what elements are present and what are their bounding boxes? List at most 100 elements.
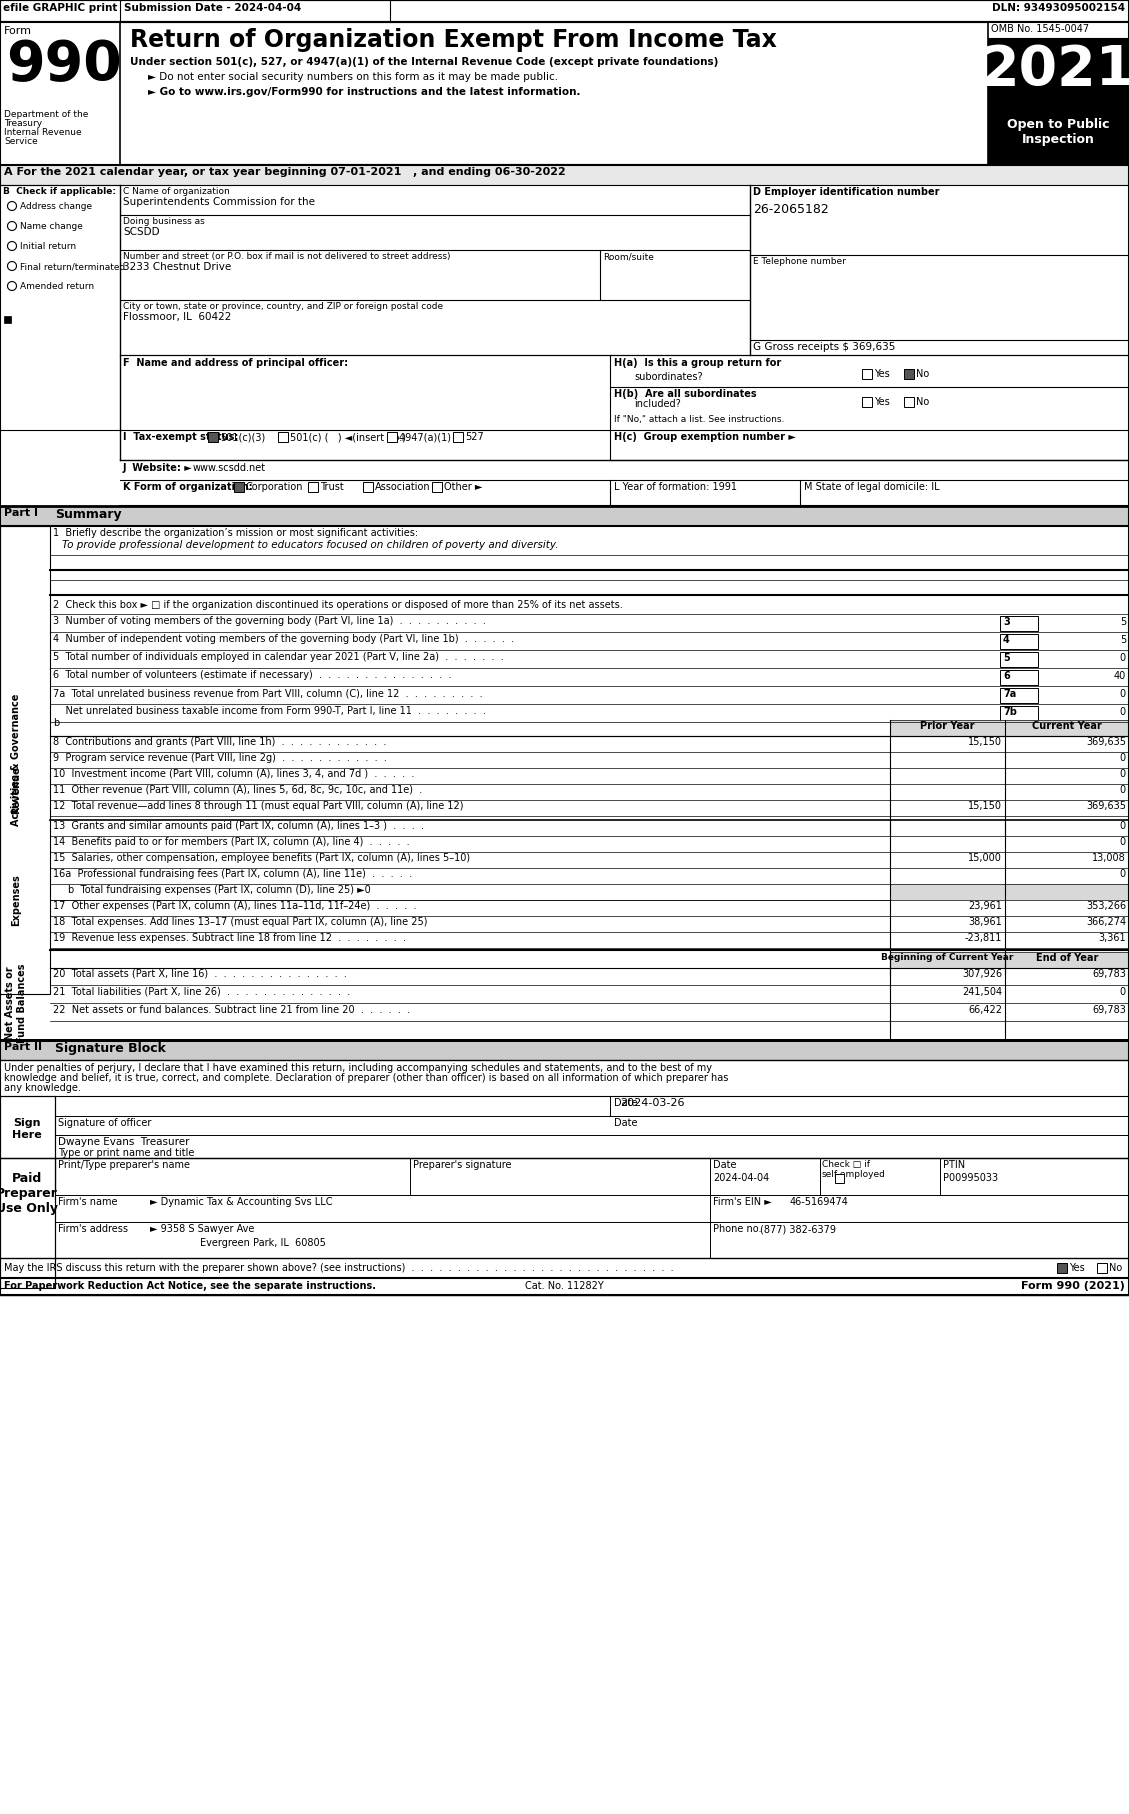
Bar	[0, 22, 120, 165]
Bar	[890, 720, 1005, 736]
Text: Final return/terminated: Final return/terminated	[20, 261, 125, 270]
Bar	[988, 112, 1129, 165]
Text: No: No	[916, 397, 929, 406]
Text: L Year of formation: 1991: L Year of formation: 1991	[614, 483, 737, 492]
Bar	[453, 432, 463, 443]
Text: Yes: Yes	[874, 368, 890, 379]
Text: Print/Type preparer's name: Print/Type preparer's name	[58, 1159, 190, 1170]
Text: If "No," attach a list. See instructions.: If "No," attach a list. See instructions…	[614, 415, 785, 424]
Text: Expenses: Expenses	[11, 874, 21, 925]
Text: 3233 Chestnut Drive: 3233 Chestnut Drive	[123, 261, 231, 272]
Text: No: No	[1109, 1263, 1122, 1273]
Text: K Form of organization:: K Form of organization:	[123, 483, 253, 492]
Text: Summary: Summary	[55, 508, 122, 521]
Text: Corporation: Corporation	[246, 483, 304, 492]
Text: 366,274: 366,274	[1086, 918, 1126, 927]
Text: 0: 0	[1120, 836, 1126, 847]
Bar	[988, 38, 1129, 112]
Text: No: No	[916, 368, 929, 379]
Text: knowledge and belief, it is true, correct, and complete. Declaration of preparer: knowledge and belief, it is true, correc…	[5, 1074, 728, 1083]
Bar	[208, 432, 218, 443]
Text: Service: Service	[5, 138, 37, 145]
Text: 501(c) (   ) ◄(insert no.): 501(c) ( ) ◄(insert no.)	[290, 432, 406, 443]
Bar	[904, 368, 914, 379]
Bar	[988, 22, 1129, 165]
Text: H(b)  Are all subordinates: H(b) Are all subordinates	[614, 388, 756, 399]
Text: Evergreen Park, IL  60805: Evergreen Park, IL 60805	[200, 1237, 326, 1248]
Text: M State of legal domicile: IL: M State of legal domicile: IL	[804, 483, 939, 492]
Text: 6: 6	[1003, 671, 1009, 680]
Text: Firm's EIN ►: Firm's EIN ►	[714, 1197, 772, 1206]
Text: ► 9358 S Sawyer Ave: ► 9358 S Sawyer Ave	[150, 1224, 254, 1234]
Text: 307,926: 307,926	[962, 969, 1003, 980]
Text: 3: 3	[1003, 617, 1009, 628]
Text: Revenue: Revenue	[11, 766, 21, 814]
Text: 5: 5	[1120, 635, 1126, 646]
Text: 13,008: 13,008	[1092, 853, 1126, 863]
Text: b: b	[53, 718, 59, 727]
Text: 12  Total revenue—add lines 8 through 11 (must equal Part VIII, column (A), line: 12 Total revenue—add lines 8 through 11 …	[53, 802, 464, 811]
Bar	[0, 22, 1129, 165]
Text: Amended return: Amended return	[20, 281, 94, 290]
Text: OMB No. 1545-0047: OMB No. 1545-0047	[991, 24, 1089, 34]
Text: 21  Total liabilities (Part X, line 26)  .  .  .  .  .  .  .  .  .  .  .  .  .  : 21 Total liabilities (Part X, line 26) .…	[53, 987, 350, 998]
Text: 0: 0	[1120, 987, 1126, 998]
Text: Form: Form	[5, 25, 32, 36]
Text: www.scsdd.net: www.scsdd.net	[193, 463, 266, 473]
Text: Trust: Trust	[320, 483, 343, 492]
Text: 369,635: 369,635	[1086, 736, 1126, 747]
Text: Firm's address: Firm's address	[58, 1224, 128, 1234]
Text: Other ►: Other ►	[444, 483, 482, 492]
Text: DLN: 93493095002154: DLN: 93493095002154	[992, 4, 1124, 13]
Text: Initial return: Initial return	[20, 241, 76, 250]
Text: 5: 5	[1120, 617, 1126, 628]
Text: 0: 0	[1120, 707, 1126, 717]
Text: P00995033: P00995033	[943, 1174, 998, 1183]
Text: b  Total fundraising expenses (Part IX, column (D), line 25) ►0: b Total fundraising expenses (Part IX, c…	[68, 885, 370, 894]
Text: J  Website: ►: J Website: ►	[123, 463, 193, 473]
Bar	[904, 397, 914, 406]
Bar	[1000, 651, 1038, 668]
Text: I  Tax-exempt status:: I Tax-exempt status:	[123, 432, 238, 443]
Text: 2021: 2021	[981, 44, 1129, 96]
Text: Under penalties of perjury, I declare that I have examined this return, includin: Under penalties of perjury, I declare th…	[5, 1063, 712, 1074]
Text: Sign
Here: Sign Here	[12, 1117, 42, 1139]
Bar	[0, 0, 1129, 22]
Text: 369,635: 369,635	[1086, 802, 1126, 811]
Text: 4: 4	[1003, 635, 1009, 646]
Text: 7b: 7b	[1003, 707, 1017, 717]
Text: Cat. No. 11282Y: Cat. No. 11282Y	[525, 1281, 603, 1292]
Text: 0: 0	[1120, 785, 1126, 795]
Bar	[1005, 720, 1129, 736]
Text: efile GRAPHIC print: efile GRAPHIC print	[3, 4, 117, 13]
Text: Flossmoor, IL  60422: Flossmoor, IL 60422	[123, 312, 231, 323]
Text: ► Do not enter social security numbers on this form as it may be made public.: ► Do not enter social security numbers o…	[148, 73, 558, 82]
Text: Current Year: Current Year	[1032, 720, 1102, 731]
Text: Internal Revenue: Internal Revenue	[5, 129, 81, 138]
Text: ► Go to www.irs.gov/Form990 for instructions and the latest information.: ► Go to www.irs.gov/Form990 for instruct…	[148, 87, 580, 96]
Text: 501(c)(3): 501(c)(3)	[220, 432, 265, 443]
Text: Department of the: Department of the	[5, 111, 88, 120]
Bar	[1000, 688, 1038, 704]
Text: 14  Benefits paid to or for members (Part IX, column (A), line 4)  .  .  .  .  .: 14 Benefits paid to or for members (Part…	[53, 836, 410, 847]
Text: 15,150: 15,150	[968, 802, 1003, 811]
Bar	[863, 368, 872, 379]
Text: PTIN: PTIN	[943, 1159, 965, 1170]
Text: Submission Date - 2024-04-04: Submission Date - 2024-04-04	[124, 4, 301, 13]
Bar	[0, 526, 50, 994]
Text: C Name of organization: C Name of organization	[123, 187, 229, 196]
Text: City or town, state or province, country, and ZIP or foreign postal code: City or town, state or province, country…	[123, 301, 443, 310]
Text: Doing business as: Doing business as	[123, 218, 204, 227]
Text: H(a)  Is this a group return for: H(a) Is this a group return for	[614, 357, 781, 368]
Text: Open to Public
Inspection: Open to Public Inspection	[1007, 118, 1110, 145]
Text: 5: 5	[1003, 653, 1009, 662]
Bar	[835, 1174, 844, 1183]
Text: 19  Revenue less expenses. Subtract line 18 from line 12  .  .  .  .  .  .  .  .: 19 Revenue less expenses. Subtract line …	[53, 932, 406, 943]
Text: any knowledge.: any knowledge.	[5, 1083, 81, 1094]
Text: Treasury: Treasury	[5, 120, 42, 129]
Bar	[0, 1039, 1129, 1059]
Text: 2024-04-04: 2024-04-04	[714, 1174, 769, 1183]
Text: 4  Number of independent voting members of the governing body (Part VI, line 1b): 4 Number of independent voting members o…	[53, 635, 514, 644]
Text: 3,361: 3,361	[1099, 932, 1126, 943]
Bar	[0, 0, 1129, 1295]
